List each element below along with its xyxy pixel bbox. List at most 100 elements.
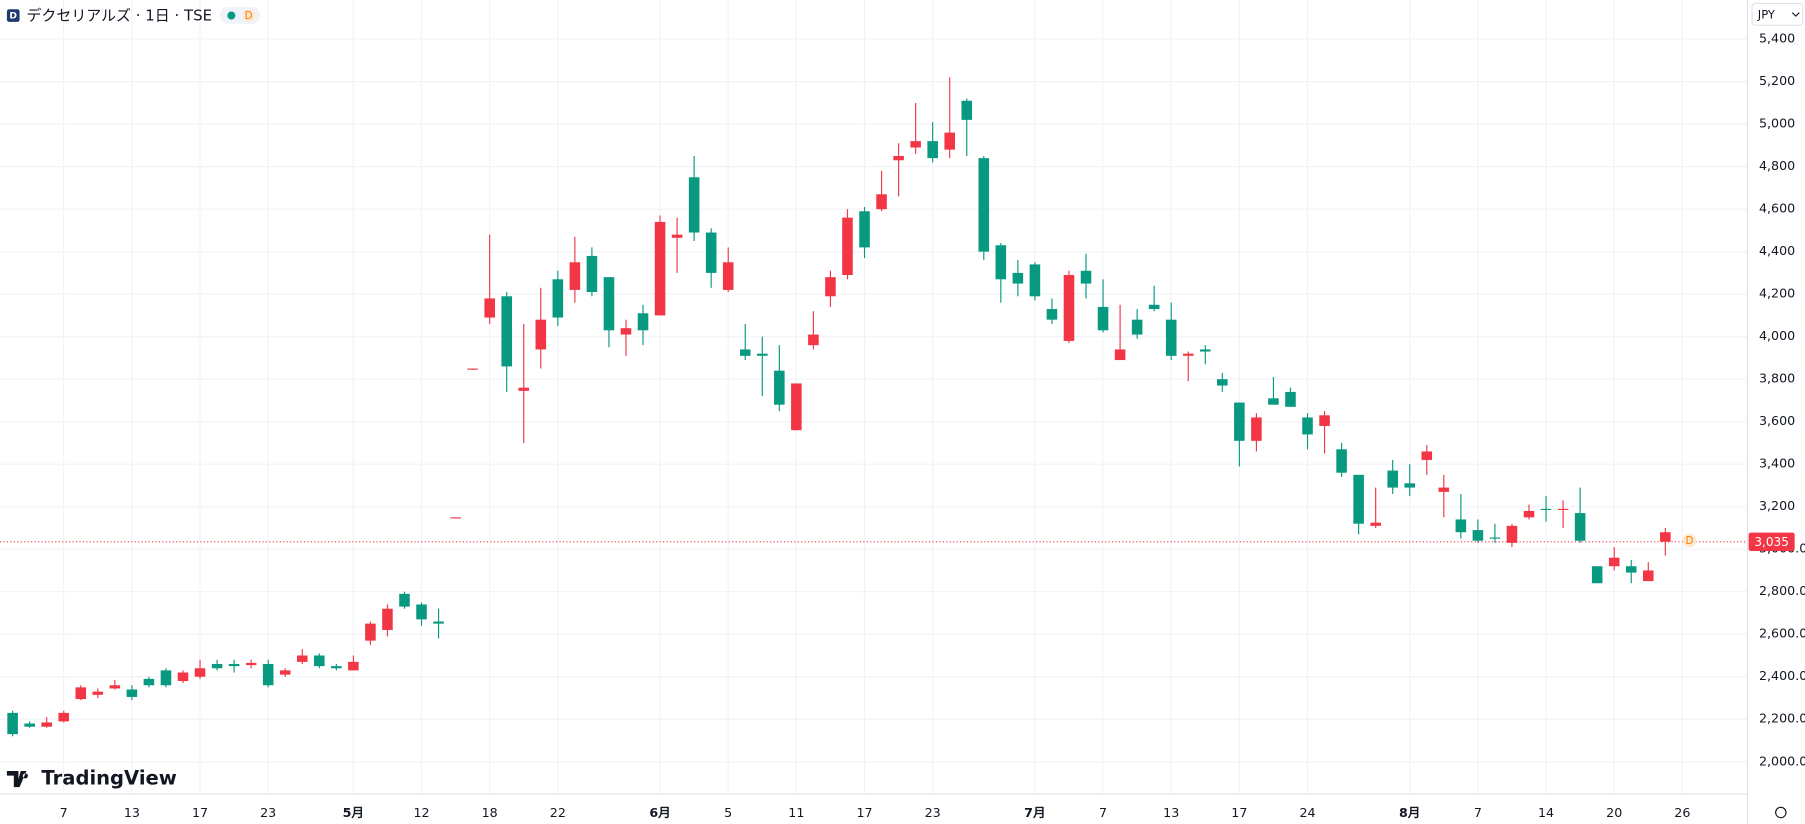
candle-body xyxy=(1165,319,1177,356)
candle-body xyxy=(211,663,223,669)
candle-body xyxy=(331,666,342,669)
y-tick-label: 3,200 xyxy=(1759,498,1795,513)
candle-body xyxy=(671,234,683,238)
x-tick-label: 13 xyxy=(124,805,140,820)
y-tick-label: 2,600.0 xyxy=(1759,626,1805,641)
candle-body xyxy=(1336,449,1347,473)
candle-body xyxy=(825,277,836,297)
x-tick-label: 8月 xyxy=(1399,805,1420,820)
candle-body xyxy=(1489,537,1501,539)
candle-body xyxy=(978,158,990,252)
candle-body xyxy=(1370,522,1381,526)
interval-badge-bg xyxy=(242,9,255,22)
x-tick-label: 13 xyxy=(1163,805,1179,820)
candle-body xyxy=(1523,510,1535,518)
candle-body xyxy=(262,663,274,686)
candle-body xyxy=(501,296,512,367)
candle-body xyxy=(1438,487,1450,492)
y-tick-label: 3,800 xyxy=(1759,371,1795,386)
candle-body xyxy=(382,608,393,630)
x-tick-label: 5月 xyxy=(343,805,364,820)
x-tick-label: 18 xyxy=(482,805,498,820)
candle-body xyxy=(739,349,751,356)
candle-body xyxy=(399,593,410,607)
x-tick-label: 7 xyxy=(1099,805,1107,820)
event-marker: D xyxy=(1686,535,1694,547)
candle-body xyxy=(603,277,615,331)
candle-body xyxy=(1251,417,1262,441)
candle-body xyxy=(535,319,547,350)
candle-body xyxy=(569,262,581,290)
candle-body xyxy=(1319,415,1330,426)
currency-button[interactable] xyxy=(1751,2,1804,26)
x-tick-label: 22 xyxy=(550,805,566,820)
candle-body xyxy=(552,279,564,318)
x-tick-label: 5 xyxy=(724,805,732,820)
x-tick-label: 26 xyxy=(1674,805,1690,820)
candle-body xyxy=(944,132,955,150)
x-tick-label: 20 xyxy=(1606,805,1622,820)
candle-body xyxy=(995,245,1007,280)
x-tick-label: 6月 xyxy=(649,805,670,820)
candle-body xyxy=(722,262,734,290)
candle-body xyxy=(1200,349,1211,352)
candle-body xyxy=(1574,513,1586,541)
candle-body xyxy=(484,298,495,318)
y-tick-label: 2,000.0 xyxy=(1759,753,1805,768)
candle-body xyxy=(314,655,325,667)
x-tick-label: 17 xyxy=(1231,805,1247,820)
candle-body xyxy=(143,678,155,686)
candle-body xyxy=(774,370,785,405)
candle-body xyxy=(842,217,853,276)
candle-body xyxy=(927,141,938,159)
candle-body xyxy=(1540,508,1552,510)
settings-icon[interactable] xyxy=(1775,806,1787,819)
candle-body xyxy=(791,383,802,431)
y-tick-label: 4,600 xyxy=(1759,201,1795,216)
candle-body xyxy=(194,668,206,677)
candle-body xyxy=(910,141,921,148)
candle-body xyxy=(1591,566,1603,584)
y-tick-label: 5,200 xyxy=(1759,73,1795,88)
candle-body xyxy=(893,156,904,161)
candle-body xyxy=(1506,525,1518,543)
y-tick-label: 2,400.0 xyxy=(1759,668,1805,683)
x-tick-label: 11 xyxy=(788,805,804,820)
candle-body xyxy=(450,517,461,519)
candle-body xyxy=(1148,304,1160,310)
candle-body xyxy=(1302,417,1313,435)
x-tick-label: 7月 xyxy=(1024,805,1045,820)
candle-body xyxy=(876,194,887,210)
x-tick-label: 23 xyxy=(925,805,941,820)
candle-body xyxy=(41,722,52,727)
y-tick-label: 4,200 xyxy=(1759,286,1795,301)
candle-body xyxy=(109,685,121,689)
candle-body xyxy=(1268,398,1279,405)
candle-body xyxy=(433,621,444,624)
candle-body xyxy=(757,353,768,356)
candle-body xyxy=(808,334,819,346)
candle-body xyxy=(1131,319,1143,335)
candle-body xyxy=(1217,379,1228,386)
last-price-label-bg xyxy=(1748,532,1795,551)
y-tick-label: 4,400 xyxy=(1759,243,1795,258)
currency: JPY xyxy=(1757,7,1776,21)
candle-body xyxy=(24,723,35,727)
candle-body xyxy=(279,670,291,675)
candle-body xyxy=(518,387,530,391)
y-tick-label: 4,000 xyxy=(1759,328,1795,343)
candle-body xyxy=(1625,566,1637,573)
interval-badge: D xyxy=(245,10,253,22)
y-tick-label: 5,000 xyxy=(1759,116,1795,131)
x-tick-label: 17 xyxy=(192,805,208,820)
y-tick-label: 3,400 xyxy=(1759,456,1795,471)
brand-logo xyxy=(6,771,28,788)
candle-body xyxy=(1642,570,1654,582)
brand: TradingView xyxy=(41,767,176,790)
x-tick-label: 7 xyxy=(60,805,68,820)
candle-body xyxy=(296,655,308,662)
y-tick-label: 2,200.0 xyxy=(1759,711,1805,726)
candle-body xyxy=(1285,391,1296,407)
candle-body xyxy=(688,177,700,233)
